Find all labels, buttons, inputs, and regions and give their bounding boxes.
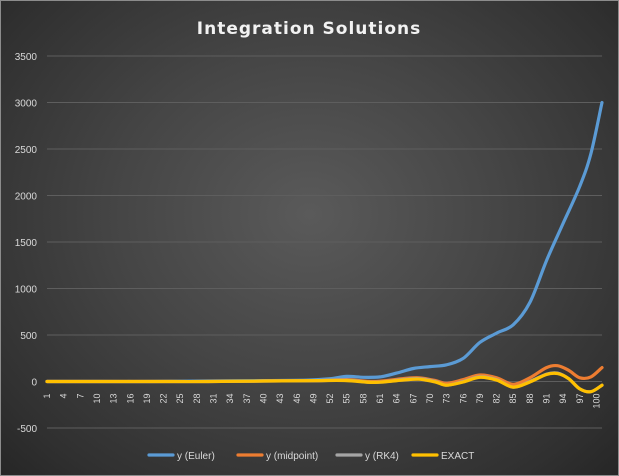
x-tick-label: 64 [392, 394, 402, 404]
y-tick-label: 1500 [15, 238, 38, 249]
x-tick-label: 61 [375, 394, 385, 404]
legend: y (Euler) y (midpoint) y (RK4) EXACT [147, 451, 474, 462]
x-tick-label: 79 [475, 394, 485, 404]
x-axis-tick-labels: 1 4 7 10 13 16 19 22 25 28 31 34 37 40 43 46 49 52 55 58 61 6… [42, 394, 601, 409]
x-tick-label: 7 [75, 394, 85, 399]
y-tick-label: 3000 [15, 99, 38, 110]
legend-label: y (Euler) [177, 451, 215, 462]
y-tick-label: 0 [31, 378, 37, 389]
series-line-3 [45, 371, 604, 394]
x-tick-label: 91 [542, 394, 552, 404]
x-tick-label: 67 [408, 394, 418, 404]
x-tick-label: 55 [342, 394, 352, 404]
series-lines [45, 100, 604, 394]
x-tick-label: 94 [558, 394, 568, 404]
x-tick-label: 1 [42, 394, 52, 399]
y-tick-label: 2500 [15, 145, 38, 156]
legend-label: EXACT [441, 451, 474, 462]
x-tick-label: 76 [458, 394, 468, 404]
x-tick-label: 43 [275, 394, 285, 404]
x-tick-label: 25 [175, 394, 185, 404]
x-tick-label: 34 [225, 394, 235, 404]
legend-label: y (RK4) [365, 451, 399, 462]
x-tick-label: 82 [492, 394, 502, 404]
x-tick-label: 46 [292, 394, 302, 404]
x-tick-label: 4 [59, 394, 69, 399]
y-tick-label: 3500 [15, 52, 38, 63]
x-tick-label: 40 [258, 394, 268, 404]
x-tick-label: 10 [92, 394, 102, 404]
legend-label: y (midpoint) [266, 451, 318, 462]
x-tick-label: 37 [242, 394, 252, 404]
x-tick-label: 88 [525, 394, 535, 404]
x-tick-label: 16 [125, 394, 135, 404]
chart-title: Integration Solutions [197, 19, 421, 39]
x-tick-label: 28 [192, 394, 202, 404]
y-tick-label: -500 [17, 424, 37, 435]
x-tick-label: 31 [209, 394, 219, 404]
y-tick-label: 1000 [15, 285, 38, 296]
x-tick-label: 85 [508, 394, 518, 404]
x-tick-label: 100 [591, 394, 601, 409]
x-tick-label: 13 [109, 394, 119, 404]
x-tick-label: 22 [159, 394, 169, 404]
x-tick-label: 70 [425, 394, 435, 404]
x-tick-label: 97 [575, 394, 585, 404]
x-tick-label: 49 [308, 394, 318, 404]
y-tick-label: 500 [20, 331, 37, 342]
y-tick-label: 2000 [15, 192, 38, 203]
x-tick-label: 73 [442, 394, 452, 404]
x-tick-label: 52 [325, 394, 335, 404]
y-axis-tick-labels: -500 0 500 1000 1500 2000 2500 3000 3500 [15, 52, 38, 435]
gridlines [47, 55, 602, 429]
x-tick-label: 19 [142, 394, 152, 404]
x-tick-label: 58 [358, 394, 368, 404]
